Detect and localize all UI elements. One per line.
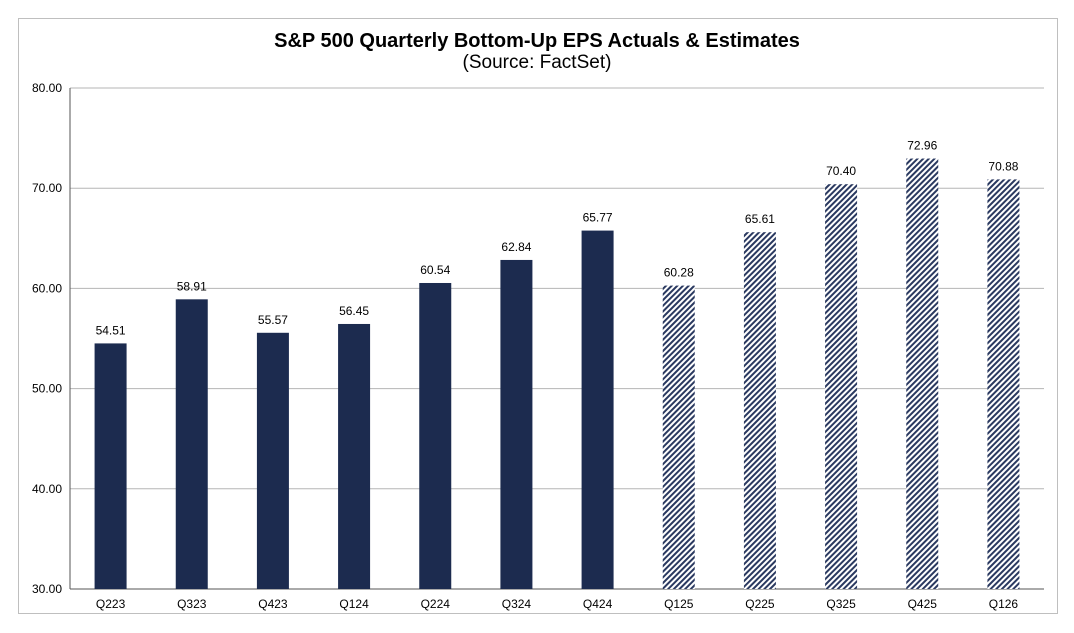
y-tick-label: 80.00 [32, 81, 62, 95]
bar-value-label: 55.57 [258, 313, 288, 327]
bar-q424-actual [581, 230, 614, 589]
bar-value-label: 72.96 [907, 139, 937, 153]
x-tick-label: Q126 [989, 597, 1019, 611]
chart-subtitle: (Source: FactSet) [462, 52, 612, 73]
bar-q325-estimate [825, 184, 858, 589]
x-tick-label: Q223 [96, 597, 126, 611]
bar-q425-estimate [906, 158, 939, 589]
bar-value-label: 70.88 [988, 159, 1018, 173]
bar-value-label: 58.91 [177, 279, 207, 293]
x-axis-tick-labels: Q223 Q323 Q423 Q124 Q224 Q324 Q424 Q125 Q225 Q325… [96, 597, 1019, 611]
bar-value-label: 56.45 [339, 304, 369, 318]
x-tick-label: Q325 [826, 597, 856, 611]
bar-q324-actual [500, 259, 533, 589]
x-tick-label: Q224 [421, 597, 451, 611]
x-tick-label: Q324 [502, 597, 532, 611]
bar-value-label: 62.84 [501, 240, 531, 254]
bar-value-label: 65.77 [583, 211, 613, 225]
gridlines [69, 87, 1044, 590]
bar-q323-actual [175, 299, 208, 589]
bar-value-label: 65.61 [745, 212, 775, 226]
y-tick-label: 30.00 [32, 582, 62, 596]
bar-value-label: 60.28 [664, 266, 694, 280]
y-tick-label: 70.00 [32, 181, 62, 195]
x-tick-label: Q423 [258, 597, 288, 611]
bar-q125-estimate [662, 285, 695, 589]
x-tick-label: Q424 [583, 597, 613, 611]
x-tick-label: Q125 [664, 597, 694, 611]
bar-value-label: 54.51 [96, 323, 126, 337]
bar-q225-estimate [743, 232, 776, 589]
bar-value-label: 70.40 [826, 164, 856, 178]
y-tick-label: 60.00 [32, 281, 62, 295]
y-axis-tick-labels: 30.00 40.00 50.00 60.00 70.00 80.00 [32, 81, 62, 596]
chart-title: S&P 500 Quarterly Bottom-Up EPS Actuals … [274, 30, 800, 52]
y-tick-label: 40.00 [32, 482, 62, 496]
bar-q124-actual [338, 323, 371, 589]
bar-q223-actual [94, 343, 127, 589]
bar-q224-actual [419, 282, 452, 589]
y-tick-label: 50.00 [32, 382, 62, 396]
bar-value-labels: 54.51 58.91 55.57 56.45 60.54 62.84 65.77 60.28… [96, 139, 1019, 338]
x-tick-label: Q323 [177, 597, 207, 611]
x-tick-label: Q225 [745, 597, 775, 611]
bar-value-label: 60.54 [420, 263, 450, 277]
x-tick-label: Q425 [908, 597, 938, 611]
bar-q126-estimate [987, 179, 1020, 590]
bar-q423-actual [256, 332, 289, 589]
bars [94, 158, 1020, 590]
x-tick-label: Q124 [339, 597, 369, 611]
